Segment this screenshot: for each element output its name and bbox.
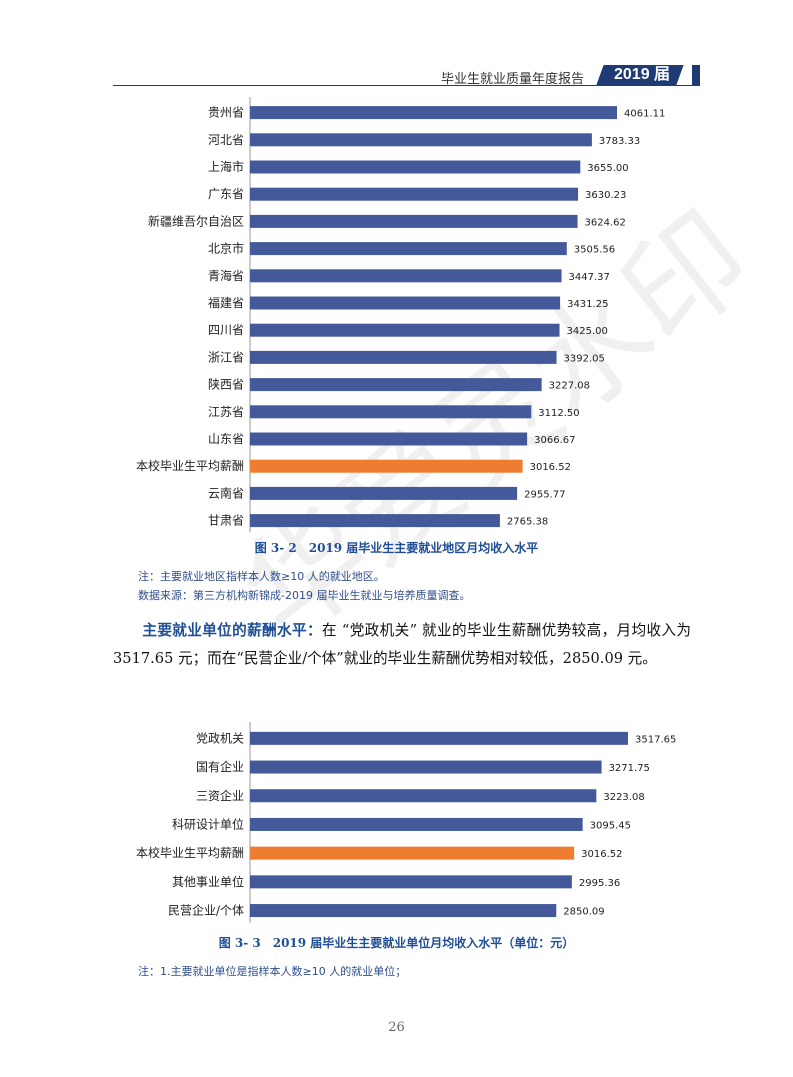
category-label-10: 陕西省 — [208, 377, 244, 392]
value-label-13: 3016.52 — [530, 462, 571, 473]
bar-0 — [250, 731, 628, 745]
category-label-9: 浙江省 — [208, 350, 244, 364]
bar-13 — [250, 459, 523, 473]
chart1-caption: 图 3- 2 2019 届毕业生主要就业地区月均收入水平 — [254, 541, 539, 555]
body-paragraph: 主要就业单位的薪酬水平：在 “党政机关” 就业的毕业生薪酬优势较高，月均收入为 … — [113, 617, 691, 673]
bar-9 — [250, 350, 557, 364]
category-label-0: 贵州省 — [208, 106, 244, 120]
header-block — [692, 65, 700, 85]
chart2-caption: 图 3- 3 2019 届毕业生主要就业单位月均收入水平（单位：元） — [218, 936, 575, 950]
category-label-0: 党政机关 — [196, 730, 244, 745]
bar-3 — [250, 187, 579, 201]
value-label-5: 3505.56 — [574, 245, 615, 256]
value-label-7: 3431.25 — [567, 299, 608, 310]
bar-5 — [250, 242, 567, 256]
header-rule — [113, 85, 700, 86]
bar-0 — [250, 106, 617, 120]
value-label-3: 3630.23 — [585, 190, 626, 201]
bar-14 — [250, 486, 518, 500]
bar-3 — [250, 817, 583, 831]
paragraph-body: 在 “党政机关” 就业的毕业生薪酬优势较高，月均收入为 3517.65 元；而在… — [113, 622, 691, 667]
value-label-12: 3066.67 — [534, 435, 575, 446]
category-label-13: 本校毕业生平均薪酬 — [136, 458, 244, 473]
bar-4 — [250, 846, 575, 860]
value-label-9: 3392.05 — [564, 353, 605, 364]
category-label-3: 广东省 — [208, 187, 244, 201]
category-label-8: 四川省 — [208, 323, 244, 337]
category-label-12: 山东省 — [208, 432, 244, 446]
value-label-10: 3227.08 — [549, 381, 590, 392]
chart2-note: 注：1.主要就业单位是指样本人数≥10 人的就业单位； — [138, 965, 407, 978]
value-label-0: 3517.65 — [635, 734, 676, 745]
category-label-4: 本校毕业生平均薪酬 — [136, 845, 244, 860]
category-label-5: 北京市 — [208, 241, 244, 256]
bar-10 — [250, 378, 542, 392]
chart1-note: 注：主要就业地区指样本人数≥10 人的就业地区。 — [138, 570, 385, 583]
bar-7 — [250, 296, 561, 310]
header-title: 毕业生就业质量年度报告 — [440, 72, 584, 87]
bar-5 — [250, 875, 572, 889]
bar-6 — [250, 904, 557, 918]
bar-2 — [250, 789, 597, 803]
value-label-5: 2995.36 — [579, 878, 620, 889]
value-label-15: 2765.38 — [507, 517, 548, 528]
value-label-1: 3783.33 — [599, 136, 640, 147]
value-label-1: 3271.75 — [609, 763, 650, 774]
unit-income-chart-svg: 党政机关 3517.65 国有企业 3271.75 三资企业 3223.08 科研设计单位 3… — [136, 722, 676, 923]
value-label-2: 3655.00 — [587, 163, 628, 174]
category-label-11: 江苏省 — [208, 405, 244, 419]
category-label-5: 其他事业单位 — [172, 874, 244, 889]
value-label-6: 3447.37 — [569, 272, 610, 283]
category-label-1: 河北省 — [208, 133, 244, 147]
category-label-2: 上海市 — [208, 159, 244, 174]
bar-15 — [250, 514, 500, 528]
bar-12 — [250, 432, 528, 446]
bar-6 — [250, 269, 562, 283]
value-label-6: 2850.09 — [563, 907, 604, 918]
category-label-1: 国有企业 — [196, 759, 244, 774]
category-label-3: 科研设计单位 — [172, 816, 244, 831]
page-number: 26 — [388, 1020, 405, 1035]
category-label-6: 民营企业/个体 — [168, 903, 244, 918]
chart1-source: 数据来源：第三方机构新锦成-2019 届毕业生就业与培养质量调查。 — [138, 589, 471, 602]
region-income-chart-svg: 贵州省 4061.11 河北省 3783.33 上海市 3655.00 广东省 3630.23… — [136, 97, 665, 533]
value-label-4: 3016.52 — [581, 849, 622, 860]
value-label-4: 3624.62 — [585, 217, 626, 228]
value-label-0: 4061.11 — [624, 109, 665, 120]
bar-1 — [250, 760, 602, 774]
paragraph-highlight: 主要就业单位的薪酬水平： — [142, 622, 322, 639]
category-label-14: 云南省 — [208, 485, 244, 500]
bar-8 — [250, 323, 560, 337]
value-label-8: 3425.00 — [567, 326, 608, 337]
value-label-11: 3112.50 — [538, 408, 579, 419]
bar-4 — [250, 214, 578, 228]
page-header: 毕业生就业质量年度报告 2019 届 — [113, 64, 700, 87]
bar-1 — [250, 133, 592, 147]
value-label-2: 3223.08 — [603, 792, 644, 803]
category-label-7: 福建省 — [208, 295, 244, 310]
value-label-3: 3095.45 — [590, 820, 631, 831]
bar-11 — [250, 405, 532, 419]
category-label-15: 甘肃省 — [208, 514, 244, 528]
value-label-14: 2955.77 — [524, 489, 565, 500]
category-label-2: 三资企业 — [196, 788, 244, 803]
bar-2 — [250, 160, 581, 174]
category-label-6: 青海省 — [208, 268, 244, 283]
category-label-4: 新疆维吾尔自治区 — [148, 213, 244, 228]
